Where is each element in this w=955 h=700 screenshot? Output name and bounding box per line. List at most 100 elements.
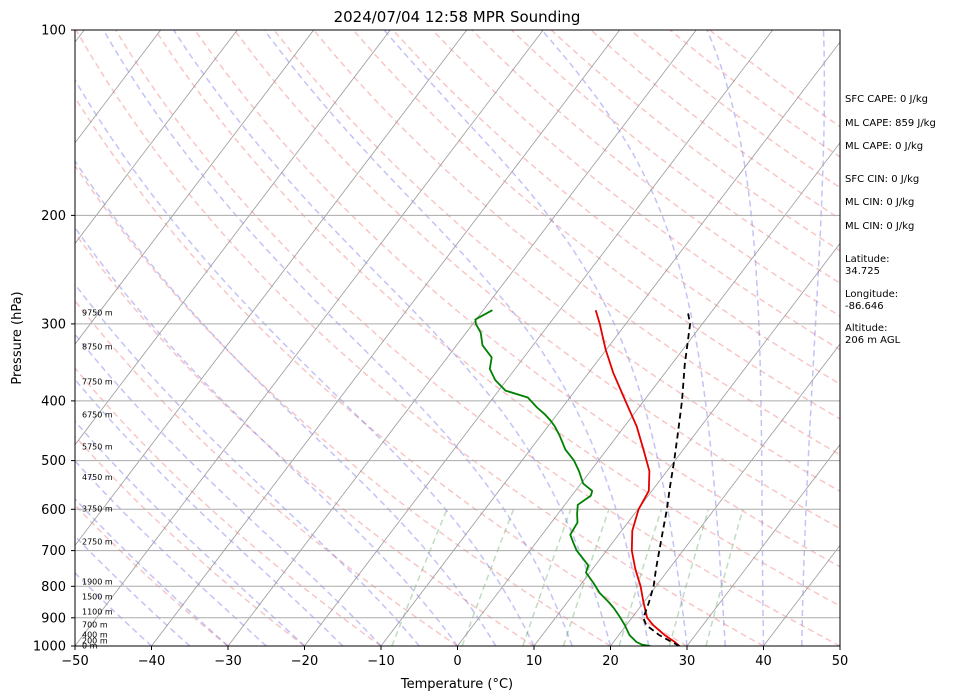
- x-axis-ticks: −50 −40 −30 −20 −10 0 10 20 30 40 50: [61, 646, 848, 669]
- x-tick-label: 30: [679, 654, 696, 669]
- dry-adiabat: [75, 367, 382, 646]
- height-label: 7750 m: [82, 378, 113, 387]
- x-tick-label: −50: [61, 654, 88, 669]
- moist-adiabat: [75, 159, 497, 646]
- height-label: 0 m: [82, 642, 98, 651]
- background-lines: [0, 30, 840, 646]
- x-tick-label: −10: [367, 654, 394, 669]
- stat-longitude-value: -86.646: [845, 301, 884, 312]
- isotherm: [380, 41, 840, 646]
- y-tick-label: 600: [41, 503, 66, 518]
- y-tick-label: 100: [41, 24, 66, 39]
- isotherm: [304, 30, 774, 646]
- isotherm: [151, 30, 621, 646]
- stat-ml-cape-1: ML CAPE: 859 J/kg: [845, 118, 936, 129]
- dry-adiabat: [194, 30, 840, 568]
- stat-latitude-label: Latitude:: [845, 254, 890, 265]
- dry-adiabat: [471, 30, 840, 317]
- height-label: 8750 m: [82, 343, 113, 352]
- moist-adiabat: [173, 30, 612, 646]
- stat-ml-cin-1: ML CIN: 0 J/kg: [845, 197, 914, 208]
- dry-adiabat: [352, 30, 840, 420]
- dry-adiabat: [75, 30, 764, 646]
- stat-ml-cape-2: ML CAPE: 0 J/kg: [845, 141, 923, 152]
- y-tick-label: 500: [41, 454, 66, 469]
- dry-adiabat: [273, 30, 840, 493]
- y-tick-label: 800: [41, 580, 66, 595]
- isotherm: [686, 444, 840, 646]
- moist-adiabat: [706, 30, 765, 646]
- stat-altitude-label: Altitude:: [845, 323, 887, 334]
- moist-adiabat: [75, 459, 267, 646]
- isotherm: [75, 30, 468, 547]
- mixing-ratio-line: [461, 509, 515, 646]
- x-axis-label: Temperature (°C): [400, 677, 513, 692]
- chart-title: 2024/07/04 12:58 MPR Sounding: [334, 8, 581, 26]
- moist-adiabat: [75, 333, 382, 646]
- x-tick-label: −40: [138, 654, 165, 669]
- plot-frame: [74, 29, 841, 647]
- dry-adiabat: [233, 30, 840, 530]
- moist-adiabat: [75, 226, 459, 646]
- y-tick-label: 1000: [33, 640, 66, 655]
- x-tick-label: 40: [755, 654, 772, 669]
- temperature-line: [594, 309, 680, 646]
- moist-adiabat: [383, 30, 688, 646]
- isotherm: [75, 30, 162, 144]
- parcel-path-line: [642, 310, 691, 646]
- stat-ml-cin-2: ML CIN: 0 J/kg: [845, 221, 914, 232]
- isotherm: [75, 30, 544, 646]
- height-label: 4750 m: [82, 473, 113, 482]
- dry-adiabat: [75, 96, 688, 646]
- height-label: 700 m: [82, 621, 108, 630]
- isotherm: [227, 30, 697, 646]
- mixing-ratio-line: [522, 509, 572, 646]
- series-group: [474, 309, 691, 646]
- stat-altitude-value: 206 m AGL: [845, 335, 901, 346]
- isotherm: [0, 30, 8, 646]
- x-tick-label: 50: [832, 654, 849, 669]
- stat-sfc-cin: SFC CIN: 0 J/kg: [845, 174, 919, 185]
- moist-adiabat: [75, 497, 229, 646]
- height-label: 5750 m: [82, 442, 113, 451]
- x-tick-label: −20: [291, 654, 318, 669]
- stats-panel: SFC CAPE: 0 J/kg ML CAPE: 859 J/kg ML CA…: [845, 94, 936, 346]
- dry-adiabat: [75, 232, 535, 646]
- isotherm: [610, 343, 840, 646]
- dry-adiabat: [114, 30, 840, 646]
- isotherm: [75, 30, 315, 345]
- y-axis-label: Pressure (hPa): [10, 291, 25, 384]
- x-tick-label: 10: [526, 654, 543, 669]
- isotherm: [457, 142, 840, 646]
- height-label: 200 m: [82, 636, 108, 645]
- x-tick-label: 20: [602, 654, 619, 669]
- height-label: 1900 m: [82, 577, 113, 586]
- height-label: 6750 m: [82, 411, 113, 420]
- y-tick-label: 200: [41, 209, 66, 224]
- stat-longitude-label: Longitude:: [845, 289, 898, 300]
- moist-adiabat: [102, 30, 574, 646]
- stat-sfc-cape: SFC CAPE: 0 J/kg: [845, 94, 928, 105]
- x-tick-label: −30: [214, 654, 241, 669]
- moist-adiabat: [541, 30, 727, 646]
- moist-adiabat: [75, 378, 344, 646]
- y-tick-label: 900: [41, 611, 66, 626]
- dry-adiabat: [75, 299, 458, 646]
- moist-adiabat: [75, 78, 535, 646]
- moist-adiabat: [75, 535, 191, 646]
- y-axis-ticks: 100 200 300 400 500 600 700 800 900 1000: [33, 24, 75, 655]
- y-tick-label: 300: [41, 317, 66, 332]
- isotherm: [75, 30, 238, 245]
- y-tick-label: 700: [41, 544, 66, 559]
- isotherm: [75, 30, 391, 446]
- height-label: 3750 m: [82, 504, 113, 513]
- height-label: 2750 m: [82, 538, 113, 547]
- y-tick-label: 400: [41, 394, 66, 409]
- moist-adiabat: [801, 30, 826, 646]
- dewpoint-line: [474, 309, 651, 646]
- mixing-ratio-line: [391, 509, 448, 646]
- dry-adiabat: [75, 504, 229, 646]
- dry-adiabat: [154, 30, 840, 607]
- x-tick-label: 0: [453, 654, 461, 669]
